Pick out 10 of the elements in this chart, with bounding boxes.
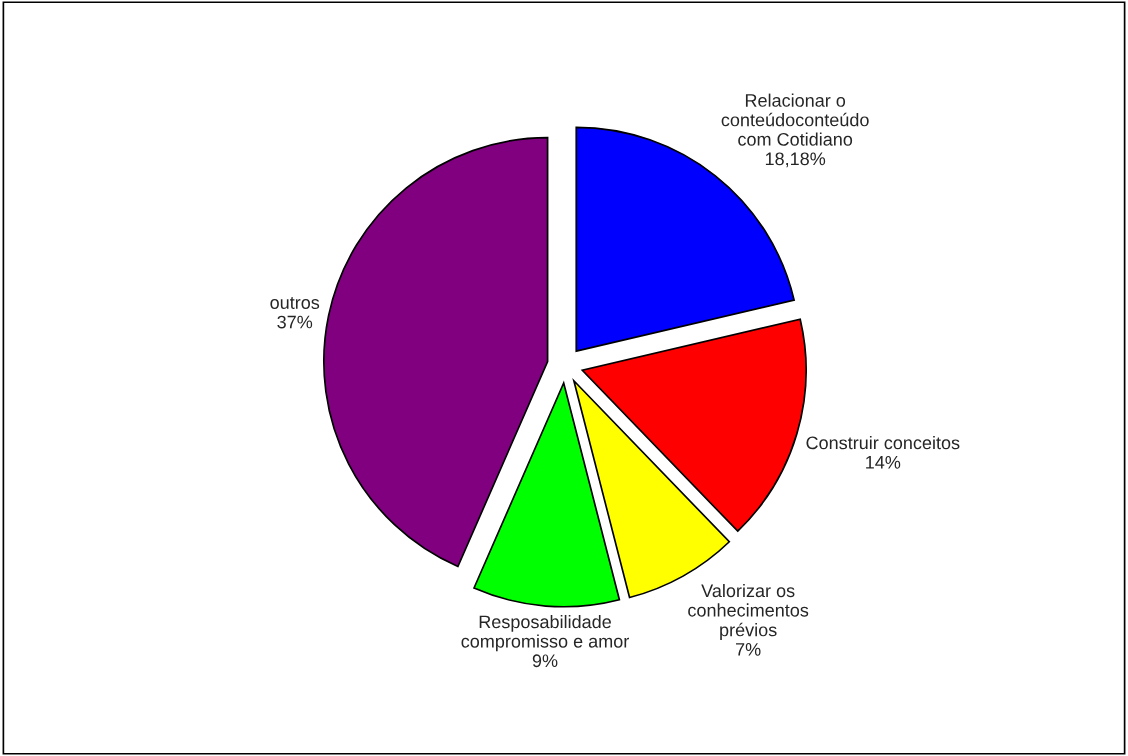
slice-label: Resposabilidade compromisso e amor <box>461 614 629 652</box>
data-label: 37% <box>277 315 313 329</box>
slice-label: outros <box>270 297 320 309</box>
slice-label: Construir conceitos <box>806 435 960 450</box>
data-label: 14% <box>866 456 901 469</box>
data-label: 18,18% <box>765 152 826 168</box>
data-label: 9% <box>532 654 558 668</box>
data-label: 7% <box>736 643 761 656</box>
slice-label: Valorizar os conhecimentos prévios <box>688 583 809 640</box>
slice-label: Relacionar o conteúdoconteúdo com Cotidiano <box>721 93 869 146</box>
